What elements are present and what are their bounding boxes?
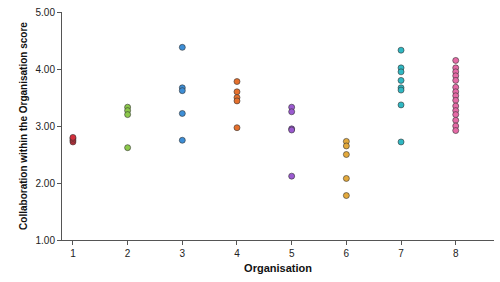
svg-text:Collaboration within the Organ: Collaboration within the Organisation sc… (18, 22, 29, 230)
svg-text:Organisation: Organisation (244, 262, 312, 274)
svg-text:5: 5 (289, 248, 295, 259)
svg-text:6: 6 (344, 248, 350, 259)
svg-text:3.00: 3.00 (36, 121, 56, 132)
svg-text:2.00: 2.00 (36, 178, 56, 189)
svg-text:1.00: 1.00 (36, 235, 56, 246)
svg-text:2: 2 (125, 248, 131, 259)
svg-text:4.00: 4.00 (36, 64, 56, 75)
svg-text:7: 7 (398, 248, 404, 259)
svg-text:3: 3 (180, 248, 186, 259)
svg-text:1: 1 (70, 248, 76, 259)
svg-text:8: 8 (453, 248, 459, 259)
svg-text:5.00: 5.00 (36, 7, 56, 18)
svg-text:4: 4 (234, 248, 240, 259)
